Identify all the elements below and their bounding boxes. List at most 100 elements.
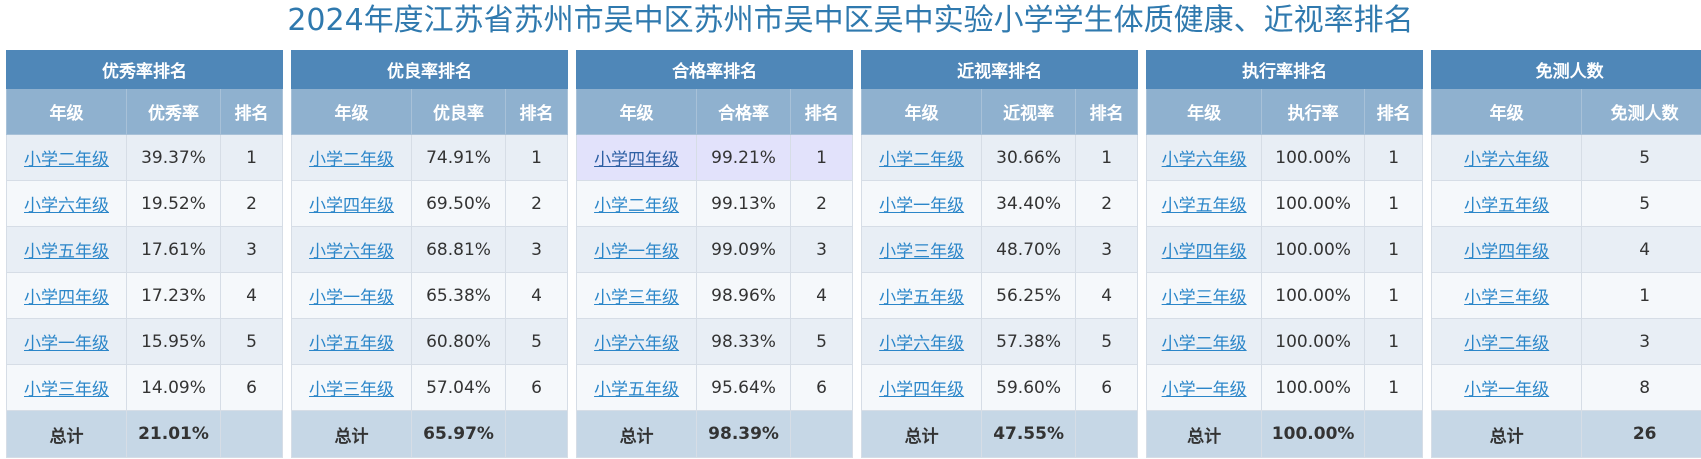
- column-header: 排名: [1364, 88, 1424, 135]
- grade-link[interactable]: 小学一年级: [24, 334, 109, 354]
- table-row: 小学六年级 98.33% 5: [576, 318, 854, 365]
- grade-link[interactable]: 小学五年级: [879, 288, 965, 308]
- table-row-highlighted: 小学四年级 99.21% 1: [576, 134, 854, 181]
- grade-link[interactable]: 小学一年级: [1464, 380, 1550, 400]
- rank-value: 2: [505, 180, 569, 227]
- rank-value: 6: [790, 364, 854, 411]
- column-header: 年级: [576, 88, 698, 135]
- table-row: 小学四年级 17.23% 4: [6, 272, 284, 319]
- table-row: 小学三年级 100.00% 1: [1146, 272, 1424, 319]
- grade-link[interactable]: 小学五年级: [309, 334, 395, 354]
- rate-value: 57.04%: [411, 364, 507, 411]
- rate-value: 17.23%: [126, 272, 221, 319]
- grade-link[interactable]: 小学三年级: [594, 288, 680, 308]
- rate-value: 19.52%: [126, 180, 221, 227]
- grade-link[interactable]: 小学三年级: [1464, 288, 1550, 308]
- grade-link[interactable]: 小学二年级: [879, 150, 965, 170]
- grade-link[interactable]: 小学三年级: [24, 380, 109, 400]
- rate-value: 57.38%: [981, 318, 1077, 365]
- table-header: 免测人数: [1431, 50, 1701, 89]
- rank-value: 3: [790, 226, 854, 273]
- rate-value: 17.61%: [126, 226, 221, 273]
- rank-value: 5: [505, 318, 569, 365]
- rank-value: 1: [790, 134, 854, 181]
- column-header: 年级: [861, 88, 983, 135]
- rank-value: 2: [1075, 180, 1139, 227]
- table-row: 小学五年级 5: [1431, 180, 1701, 227]
- grade-link[interactable]: 小学二年级: [24, 150, 109, 170]
- grade-link[interactable]: 小学五年级: [24, 242, 109, 262]
- grade-link[interactable]: 小学二年级: [594, 196, 680, 216]
- grade-link[interactable]: 小学四年级: [24, 288, 109, 308]
- grade-link[interactable]: 小学四年级: [1464, 242, 1550, 262]
- grade-link[interactable]: 小学六年级: [1464, 150, 1550, 170]
- rate-value: 14.09%: [126, 364, 221, 411]
- total-value: 26: [1581, 410, 1701, 458]
- count-value: 1: [1581, 272, 1701, 319]
- table-row: 小学五年级 56.25% 4: [861, 272, 1139, 319]
- grade-link[interactable]: 小学三年级: [879, 242, 965, 262]
- grade-link[interactable]: 小学二年级: [1161, 334, 1247, 354]
- grade-link[interactable]: 小学六年级: [879, 334, 965, 354]
- table-header: 优良率排名: [291, 50, 569, 89]
- rank-value: 5: [219, 318, 284, 365]
- table-row: 小学三年级 57.04% 6: [291, 364, 569, 411]
- grade-link[interactable]: 小学五年级: [594, 380, 680, 400]
- rate-value: 99.13%: [696, 180, 792, 227]
- table-header: 执行率排名: [1146, 50, 1424, 89]
- rate-value: 98.33%: [696, 318, 792, 365]
- count-value: 5: [1581, 134, 1701, 181]
- grade-link[interactable]: 小学二年级: [309, 150, 395, 170]
- table-row: 小学四年级 59.60% 6: [861, 364, 1139, 411]
- rate-value: 98.96%: [696, 272, 792, 319]
- grade-link[interactable]: 小学一年级: [879, 196, 965, 216]
- table-row: 小学一年级 34.40% 2: [861, 180, 1139, 227]
- grade-link[interactable]: 小学三年级: [309, 380, 395, 400]
- total-value: 47.55%: [981, 410, 1077, 458]
- rank-value: 5: [1075, 318, 1139, 365]
- rank-value: 1: [1364, 272, 1424, 319]
- grade-link[interactable]: 小学六年级: [309, 242, 395, 262]
- table-row: 小学二年级 3: [1431, 318, 1701, 365]
- grade-link[interactable]: 小学四年级: [594, 150, 680, 170]
- count-value: 8: [1581, 364, 1701, 411]
- rate-value: 69.50%: [411, 180, 507, 227]
- rank-value: 1: [505, 134, 569, 181]
- grade-link[interactable]: 小学一年级: [594, 242, 680, 262]
- column-header: 排名: [790, 88, 854, 135]
- rank-value: 3: [1075, 226, 1139, 273]
- table-header: 优秀率排名: [5, 50, 284, 89]
- total-rank: [219, 410, 284, 458]
- table-row: 小学三年级 48.70% 3: [861, 226, 1139, 273]
- rank-value: 3: [219, 226, 284, 273]
- grade-link[interactable]: 小学六年级: [594, 334, 680, 354]
- grade-link[interactable]: 小学四年级: [1161, 242, 1247, 262]
- rank-value: 6: [505, 364, 569, 411]
- column-header: 合格率: [696, 88, 792, 135]
- rate-value: 56.25%: [981, 272, 1077, 319]
- ranking-tables: 优秀率排名 年级 优秀率 排名 小学二年级 39.37% 1 小学六年级 19.52%…: [5, 50, 1701, 458]
- rank-value: 1: [219, 134, 284, 181]
- total-row: 总计 98.39%: [576, 410, 854, 458]
- grade-link[interactable]: 小学四年级: [309, 196, 395, 216]
- rank-value: 3: [505, 226, 569, 273]
- page-title: 2024年度江苏省苏州市吴中区苏州市吴中区吴中实验小学学生体质健康、近视率排名: [287, 3, 1414, 38]
- grade-link[interactable]: 小学四年级: [879, 380, 965, 400]
- table-row: 小学六年级 100.00% 1: [1146, 134, 1424, 181]
- count-value: 3: [1581, 318, 1701, 365]
- grade-link[interactable]: 小学一年级: [1161, 380, 1247, 400]
- grade-link[interactable]: 小学六年级: [24, 196, 109, 216]
- column-header: 年级: [6, 88, 127, 135]
- column-header: 优秀率: [126, 88, 221, 135]
- grade-link[interactable]: 小学六年级: [1161, 150, 1247, 170]
- grade-link[interactable]: 小学一年级: [309, 288, 395, 308]
- grade-link[interactable]: 小学五年级: [1464, 196, 1550, 216]
- execution-rate-table: 执行率排名 年级 执行率 排名 小学六年级 100.00% 1 小学五年级 100.0…: [1146, 50, 1424, 458]
- table-row: 小学四年级 100.00% 1: [1146, 226, 1424, 273]
- grade-link[interactable]: 小学二年级: [1464, 334, 1550, 354]
- table-row: 小学二年级 100.00% 1: [1146, 318, 1424, 365]
- grade-link[interactable]: 小学三年级: [1161, 288, 1247, 308]
- grade-link[interactable]: 小学五年级: [1161, 196, 1247, 216]
- rate-value: 100.00%: [1261, 226, 1366, 273]
- total-row: 总计 65.97%: [291, 410, 569, 458]
